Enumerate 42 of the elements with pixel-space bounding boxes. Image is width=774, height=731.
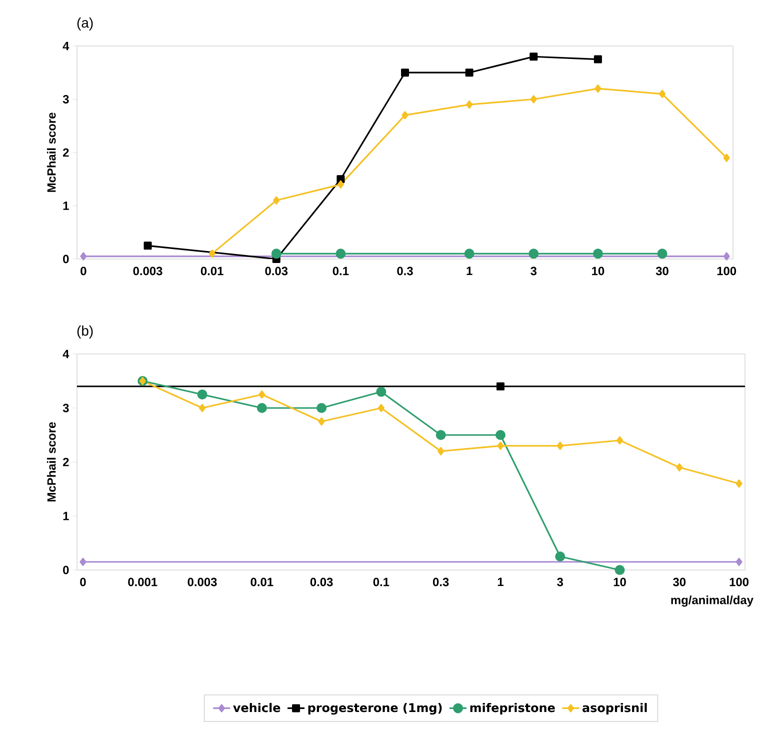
chart-title: (b): [77, 325, 93, 338]
y-tick-label: 1: [63, 202, 69, 210]
x-tick-label: 30: [656, 266, 668, 276]
y-tick-label: 3: [62, 404, 69, 412]
x-tick-label: 0.3: [397, 266, 413, 276]
x-tick-label: 0.1: [332, 266, 349, 276]
y-tick-label: 0: [63, 254, 69, 264]
x-tick-label: 100: [717, 266, 736, 276]
x-tick-label: 30: [673, 578, 686, 586]
y-tick-label: 4: [62, 42, 70, 50]
x-tick-label: 0: [80, 578, 86, 586]
y-tick-label: 2: [63, 148, 69, 157]
x-tick-label: 1: [466, 266, 472, 275]
x-tick-label: 0.003: [133, 266, 162, 276]
x-tick-label: 0.3: [432, 578, 449, 586]
x-tick-label: 0.03: [310, 578, 333, 586]
x-tick-label: 0.01: [250, 578, 274, 586]
x-tick-label: 0.03: [265, 266, 288, 276]
y-tick-label: 2: [63, 458, 69, 466]
y-tick-label: 1: [63, 512, 69, 520]
y-axis-title: McPhail score: [46, 112, 56, 192]
legend-label: asoprisnil: [582, 702, 647, 715]
x-tick-label: 3: [530, 266, 537, 276]
x-tick-label: 0.003: [188, 578, 217, 586]
legend-label: vehicle: [233, 702, 280, 712]
x-tick-label: 3: [557, 578, 564, 586]
x-tick-label: 100: [730, 578, 749, 586]
x-tick-label: 0.001: [128, 578, 158, 586]
legend-label: progesterone (1mg): [308, 702, 442, 715]
chart-title: (a): [77, 17, 93, 30]
x-axis-title: mg/animal/day: [671, 596, 754, 607]
y-axis-title: McPhail score: [46, 422, 56, 502]
x-tick-label: 10: [592, 266, 604, 276]
x-tick-label: 0.01: [200, 266, 224, 276]
x-tick-label: 10: [614, 578, 626, 586]
x-tick-label: 1: [498, 578, 504, 586]
y-tick-label: 4: [62, 350, 70, 358]
y-tick-label: 0: [63, 566, 69, 574]
x-tick-label: 0: [80, 266, 86, 276]
x-tick-label: 0.1: [373, 578, 390, 586]
legend-label: mifepristone: [470, 702, 555, 715]
y-tick-label: 3: [62, 94, 69, 104]
